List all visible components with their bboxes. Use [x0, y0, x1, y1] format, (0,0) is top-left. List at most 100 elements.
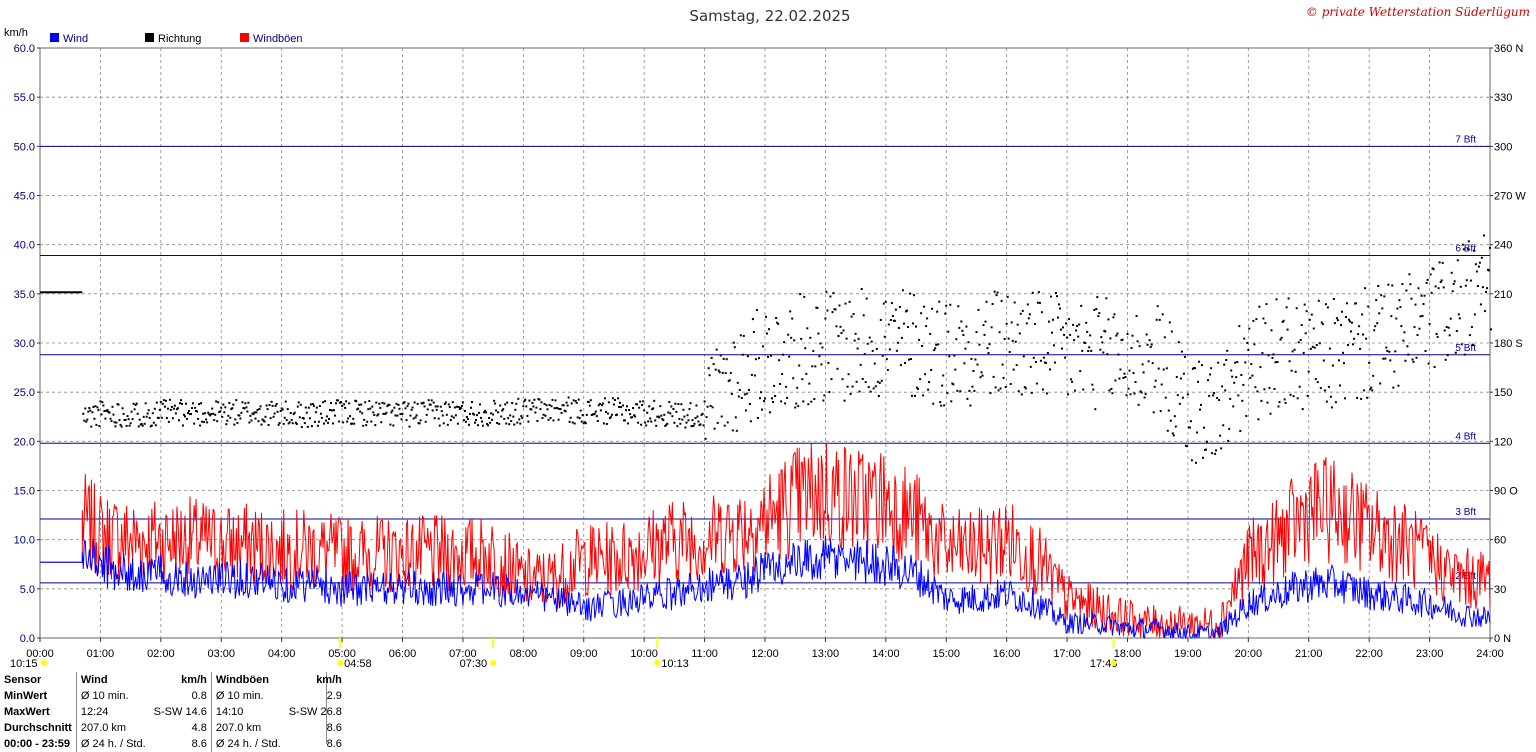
- direction-point: [613, 403, 615, 406]
- direction-point: [749, 420, 752, 423]
- direction-point: [1410, 297, 1413, 300]
- direction-point: [1138, 345, 1141, 348]
- direction-point: [1480, 256, 1483, 259]
- direction-point: [609, 416, 612, 419]
- direction-point: [1366, 396, 1369, 399]
- direction-point: [135, 402, 138, 405]
- direction-point: [1356, 396, 1359, 399]
- beaufort-label: 4 Bft: [1455, 431, 1476, 442]
- direction-point: [85, 420, 88, 423]
- direction-point: [313, 420, 316, 423]
- direction-point: [802, 400, 805, 403]
- direction-point: [453, 406, 456, 409]
- direction-point: [1228, 427, 1231, 430]
- direction-point: [1456, 259, 1459, 262]
- direction-point: [1397, 384, 1400, 387]
- direction-point: [1389, 359, 1392, 362]
- direction-point: [1319, 387, 1322, 390]
- direction-point: [1126, 332, 1129, 335]
- direction-point: [434, 405, 437, 408]
- direction-point: [617, 397, 619, 400]
- direction-point: [473, 413, 475, 416]
- direction-point: [462, 419, 465, 422]
- direction-point: [1062, 326, 1064, 329]
- direction-point: [83, 419, 86, 422]
- direction-point: [1247, 348, 1250, 351]
- direction-point: [1281, 321, 1284, 323]
- direction-point: [965, 325, 968, 328]
- direction-point: [766, 332, 768, 335]
- direction-point: [511, 402, 514, 405]
- direction-point: [569, 416, 572, 419]
- direction-point: [1329, 395, 1332, 398]
- direction-point: [812, 350, 815, 353]
- direction-point: [1376, 322, 1379, 325]
- direction-point: [964, 347, 967, 350]
- direction-point: [584, 422, 587, 425]
- direction-point: [178, 419, 180, 422]
- direction-point: [610, 413, 613, 416]
- direction-point: [1435, 333, 1438, 335]
- direction-point: [1219, 434, 1222, 437]
- direction-point: [1336, 319, 1339, 322]
- direction-point: [1206, 440, 1208, 443]
- direction-point: [1378, 312, 1381, 315]
- direction-point: [470, 406, 472, 409]
- direction-point: [1178, 402, 1181, 405]
- marker-label: 10:13: [661, 658, 689, 670]
- direction-point: [365, 424, 368, 427]
- direction-point: [864, 381, 867, 384]
- direction-point: [904, 362, 906, 364]
- direction-point: [335, 402, 337, 405]
- direction-point: [1344, 397, 1346, 400]
- direction-point: [355, 400, 358, 403]
- direction-point: [215, 400, 218, 403]
- direction-point: [879, 319, 882, 321]
- direction-point: [939, 401, 942, 404]
- direction-point: [1246, 341, 1249, 344]
- direction-point: [733, 346, 736, 349]
- stats-cell: S-SW 26.8: [288, 706, 342, 718]
- direction-point: [259, 405, 262, 408]
- direction-point: [192, 402, 194, 405]
- direction-point: [1012, 368, 1015, 371]
- direction-point: [942, 374, 945, 377]
- direction-point: [1032, 356, 1035, 359]
- direction-point: [478, 411, 480, 414]
- direction-point: [1375, 299, 1378, 302]
- direction-point: [1037, 291, 1040, 294]
- direction-point: [238, 414, 241, 417]
- direction-point: [664, 425, 667, 427]
- direction-point: [1257, 418, 1260, 421]
- direction-point: [1159, 410, 1162, 413]
- direction-point: [682, 408, 685, 411]
- direction-point: [1143, 396, 1146, 399]
- direction-point: [908, 358, 910, 361]
- direction-point: [641, 404, 644, 406]
- direction-point: [877, 395, 880, 397]
- direction-point: [614, 399, 616, 401]
- direction-point: [933, 349, 936, 352]
- direction-point: [500, 415, 503, 418]
- direction-point: [1489, 246, 1491, 249]
- direction-point: [1162, 368, 1165, 371]
- direction-point: [236, 421, 239, 424]
- direction-point: [320, 416, 323, 419]
- direction-point: [1321, 323, 1324, 326]
- direction-point: [323, 422, 325, 425]
- stats-header-gust: Windböen: [210, 672, 285, 688]
- direction-point: [1154, 379, 1157, 382]
- direction-point: [188, 410, 190, 412]
- direction-point: [1340, 324, 1342, 326]
- direction-point: [254, 417, 257, 420]
- direction-point: [681, 418, 684, 421]
- direction-point: [1188, 426, 1191, 429]
- direction-point: [1016, 323, 1019, 326]
- direction-point: [667, 411, 670, 414]
- marker-label: 04:58: [344, 658, 372, 670]
- direction-point: [172, 407, 175, 410]
- direction-point: [797, 405, 800, 408]
- direction-point: [219, 410, 222, 413]
- direction-point: [1253, 343, 1256, 346]
- y-tick-label: 5.0: [20, 584, 35, 596]
